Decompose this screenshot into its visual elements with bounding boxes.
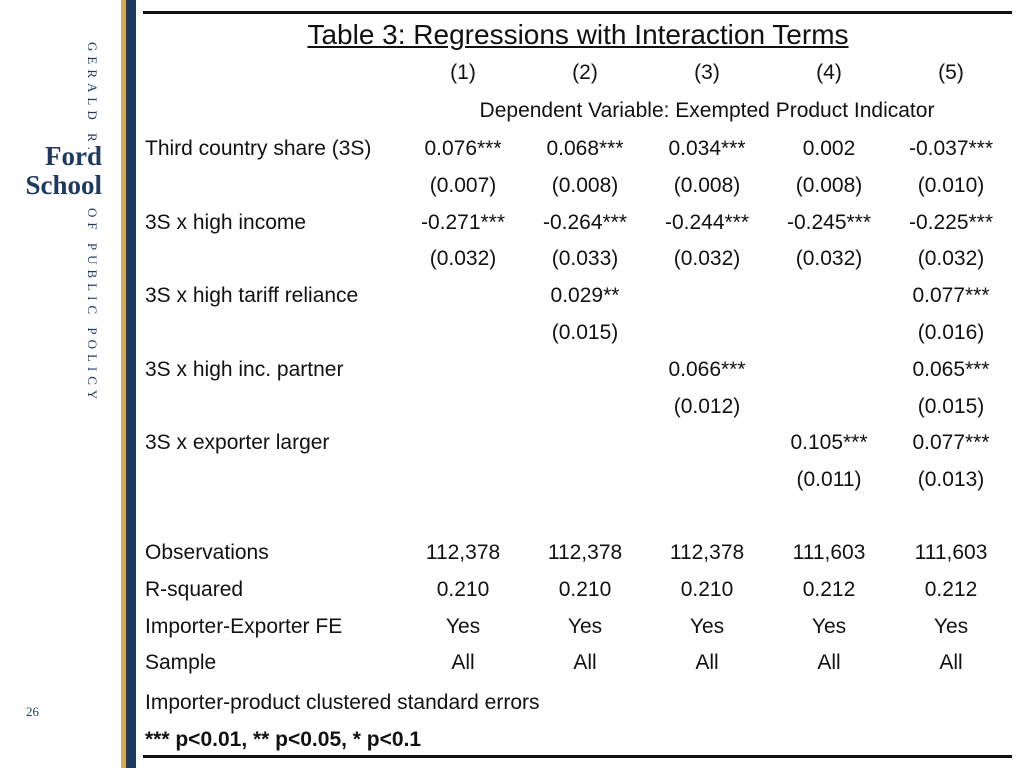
table-cell: 112,378 — [547, 541, 623, 564]
table-cell: (0.011) — [796, 468, 862, 492]
bottom-rule — [143, 755, 1012, 758]
table-cell: -0.264*** — [542, 210, 628, 234]
column-header: (5) — [938, 61, 964, 84]
row-label: 3S x high income — [145, 210, 307, 234]
table-cell: 111,603 — [792, 541, 866, 564]
table-cell: -0.225*** — [908, 210, 994, 234]
row-label: Third country share (3S) — [145, 137, 372, 160]
table-cell: 0.029** — [550, 284, 620, 308]
gold-stripe — [121, 0, 126, 768]
row-label: 3S x high tariff reliance — [145, 284, 359, 308]
table-cell: 0.210 — [680, 577, 734, 601]
table-note: Importer-product clustered standard erro… — [145, 691, 540, 714]
row-label: Importer-Exporter FE — [145, 614, 343, 638]
column-header: (2) — [572, 61, 598, 84]
table-cell: (0.032) — [795, 247, 863, 271]
table-cell: 0.077*** — [912, 431, 990, 455]
table-note: *** p<0.01, ** p<0.05, * p<0.1 — [145, 728, 422, 751]
row-label: 3S x exporter larger — [145, 431, 330, 455]
row-label: R-squared — [145, 577, 244, 601]
table-cell: Yes — [567, 614, 603, 638]
table-cell: -0.245*** — [786, 210, 872, 234]
table-cell: (0.032) — [673, 247, 741, 271]
table-cell: 0.068*** — [546, 137, 624, 160]
table-cell: 0.066*** — [668, 357, 746, 381]
row-label: Sample — [145, 651, 217, 675]
table-cell: Yes — [811, 614, 847, 638]
table-cell: (0.033) — [551, 247, 619, 271]
table-cell: (0.008) — [795, 173, 863, 197]
table-cell: Yes — [933, 614, 969, 638]
brand-line-2: OF PUBLIC POLICY — [85, 208, 100, 405]
table-cell: All — [939, 651, 963, 675]
navy-stripe — [126, 0, 136, 768]
table-cell: Yes — [689, 614, 725, 638]
table-cell: 0.212 — [802, 577, 856, 601]
table-cell: 0.034*** — [668, 137, 746, 160]
table-cell: (0.013) — [917, 468, 985, 492]
table-cell: 0.077*** — [912, 284, 990, 308]
table-cell: (0.032) — [917, 247, 985, 271]
column-header: (4) — [816, 61, 842, 84]
top-rule — [143, 11, 1012, 14]
table-cell: (0.010) — [917, 173, 985, 197]
table-cell: (0.008) — [551, 173, 619, 197]
table-cell: 0.105*** — [790, 431, 868, 455]
table-cell: (0.008) — [673, 173, 741, 197]
table-cell: (0.015) — [551, 321, 619, 344]
table-cell: (0.032) — [429, 247, 497, 271]
brand-logo: Ford School — [25, 141, 102, 200]
table-cell: (0.015) — [917, 394, 985, 418]
table-cell: (0.012) — [673, 394, 741, 418]
table-cell: All — [817, 651, 841, 675]
column-header: (3) — [694, 61, 720, 84]
page-number: 26 — [26, 704, 39, 719]
column-header: (1) — [450, 61, 476, 84]
table-cell: (0.016) — [917, 321, 985, 344]
table-cell: 111,603 — [914, 541, 988, 564]
table-cell: -0.244*** — [664, 210, 750, 234]
table-cell: 112,378 — [669, 541, 745, 564]
table-cell: Yes — [445, 614, 481, 638]
table-cell: All — [573, 651, 597, 675]
table-cell: 0.076*** — [424, 137, 502, 160]
table-cell: (0.007) — [429, 173, 497, 197]
row-label: Observations — [145, 541, 269, 564]
table-cell: 0.210 — [436, 577, 490, 601]
table-cell: 0.210 — [558, 577, 612, 601]
table-cell: All — [451, 651, 475, 675]
table-cell: 0.212 — [924, 577, 978, 601]
table-cell: All — [695, 651, 719, 675]
row-label: 3S x high inc. partner — [145, 357, 344, 381]
table-cell: -0.271*** — [420, 210, 506, 234]
brand-line-1: GERALD R. — [85, 42, 100, 155]
table-cell: 0.065*** — [912, 357, 990, 381]
table-cell: 0.002 — [802, 137, 856, 160]
table-title: Table 3: Regressions with Interaction Te… — [307, 19, 849, 50]
table-cell: 112,378 — [425, 541, 501, 564]
dependent-variable: Dependent Variable: Exempted Product Ind… — [479, 99, 935, 122]
table-cell: -0.037*** — [908, 137, 994, 160]
